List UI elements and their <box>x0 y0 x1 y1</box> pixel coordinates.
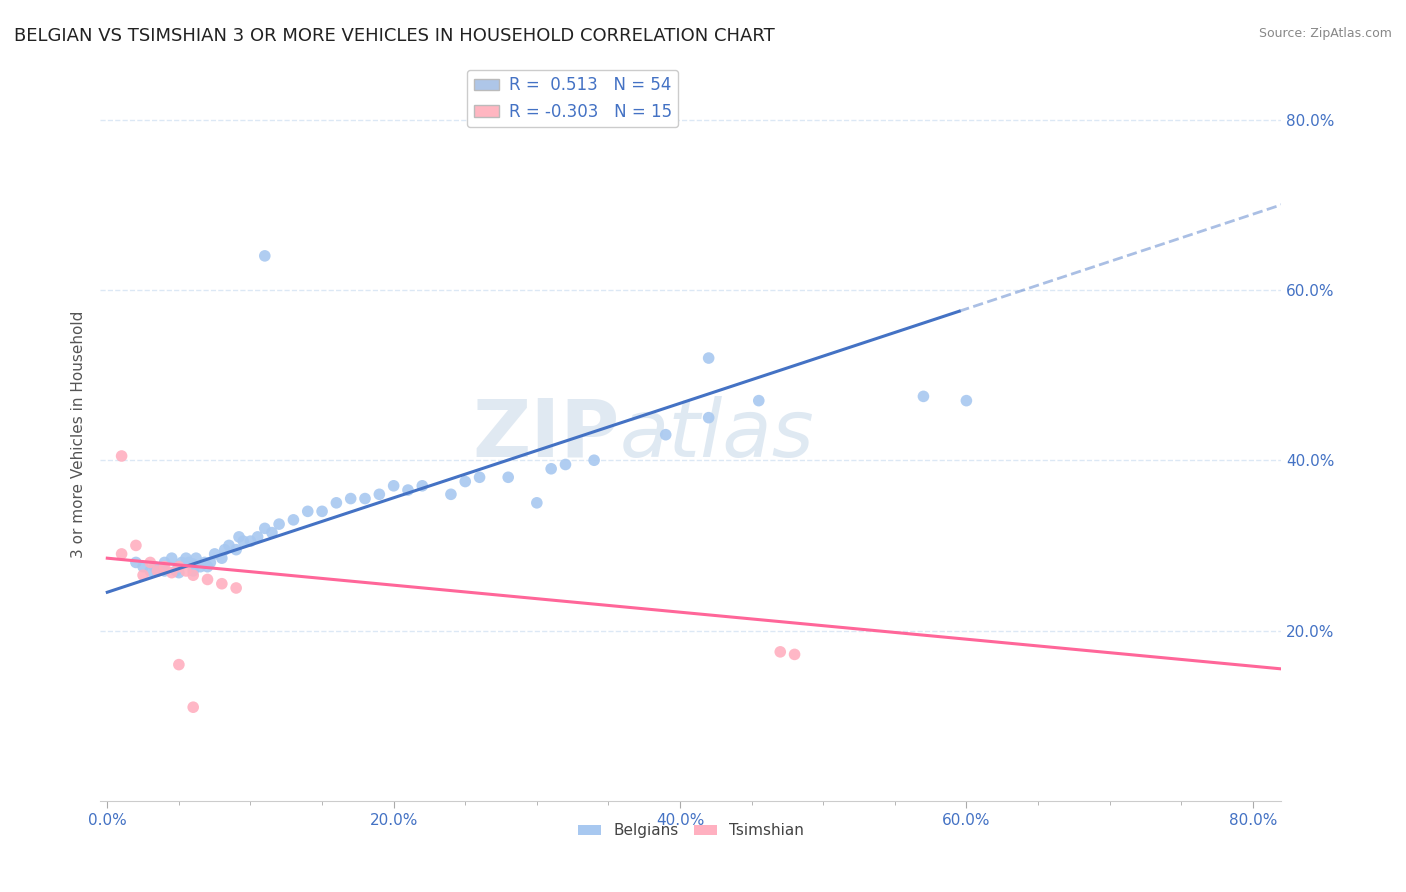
Legend: Belgians, Tsimshian: Belgians, Tsimshian <box>572 817 810 845</box>
Point <box>132 568 155 582</box>
Point <box>110 547 132 561</box>
Point <box>225 581 247 595</box>
Point <box>697 351 720 365</box>
Point <box>139 556 162 570</box>
Point <box>153 559 176 574</box>
Point <box>297 504 319 518</box>
Point <box>200 556 222 570</box>
Point <box>253 249 276 263</box>
Point <box>912 389 935 403</box>
Point <box>496 470 519 484</box>
Point <box>246 530 269 544</box>
Point <box>325 496 347 510</box>
Point <box>211 551 233 566</box>
Point <box>160 551 183 566</box>
Point <box>167 566 190 580</box>
Point <box>184 551 207 566</box>
Point <box>283 513 305 527</box>
Point <box>174 564 197 578</box>
Point <box>125 556 148 570</box>
Point <box>197 559 219 574</box>
Point <box>177 556 200 570</box>
Point <box>167 559 190 574</box>
Point <box>253 521 276 535</box>
Point <box>311 504 333 518</box>
Point <box>454 475 477 489</box>
Point <box>132 559 155 574</box>
Point <box>526 496 548 510</box>
Point <box>181 568 204 582</box>
Point <box>583 453 606 467</box>
Point <box>139 564 162 578</box>
Point <box>211 576 233 591</box>
Point <box>697 410 720 425</box>
Point <box>396 483 419 497</box>
Point <box>468 470 491 484</box>
Point <box>110 449 132 463</box>
Point <box>214 542 236 557</box>
Point <box>748 393 770 408</box>
Point <box>181 557 204 571</box>
Point <box>354 491 377 506</box>
Point <box>181 564 204 578</box>
Text: ZIP: ZIP <box>472 396 620 474</box>
Point <box>181 700 204 714</box>
Point <box>654 427 676 442</box>
Point <box>339 491 361 506</box>
Point <box>239 534 262 549</box>
Point <box>125 538 148 552</box>
Text: Source: ZipAtlas.com: Source: ZipAtlas.com <box>1258 27 1392 40</box>
Point <box>440 487 463 501</box>
Point <box>769 645 792 659</box>
Point <box>955 393 977 408</box>
Point <box>368 487 391 501</box>
Point <box>554 458 576 472</box>
Point <box>194 556 217 570</box>
Point <box>167 657 190 672</box>
Point <box>160 566 183 580</box>
Point <box>204 547 226 561</box>
Point <box>167 559 190 574</box>
Point <box>260 525 283 540</box>
Point <box>153 556 176 570</box>
Point <box>146 564 169 578</box>
Text: atlas: atlas <box>620 396 814 474</box>
Point <box>143 559 166 574</box>
Y-axis label: 3 or more Vehicles in Household: 3 or more Vehicles in Household <box>72 311 86 558</box>
Point <box>146 564 169 578</box>
Point <box>228 530 250 544</box>
Point <box>382 479 405 493</box>
Point <box>783 648 806 662</box>
Point <box>218 538 240 552</box>
Point <box>411 479 433 493</box>
Point <box>225 542 247 557</box>
Point <box>197 573 219 587</box>
Point <box>170 556 193 570</box>
Text: BELGIAN VS TSIMSHIAN 3 OR MORE VEHICLES IN HOUSEHOLD CORRELATION CHART: BELGIAN VS TSIMSHIAN 3 OR MORE VEHICLES … <box>14 27 775 45</box>
Point <box>232 534 254 549</box>
Point <box>153 564 176 578</box>
Point <box>190 559 212 574</box>
Point <box>540 462 562 476</box>
Point <box>174 551 197 566</box>
Point <box>165 564 187 578</box>
Point <box>269 517 291 532</box>
